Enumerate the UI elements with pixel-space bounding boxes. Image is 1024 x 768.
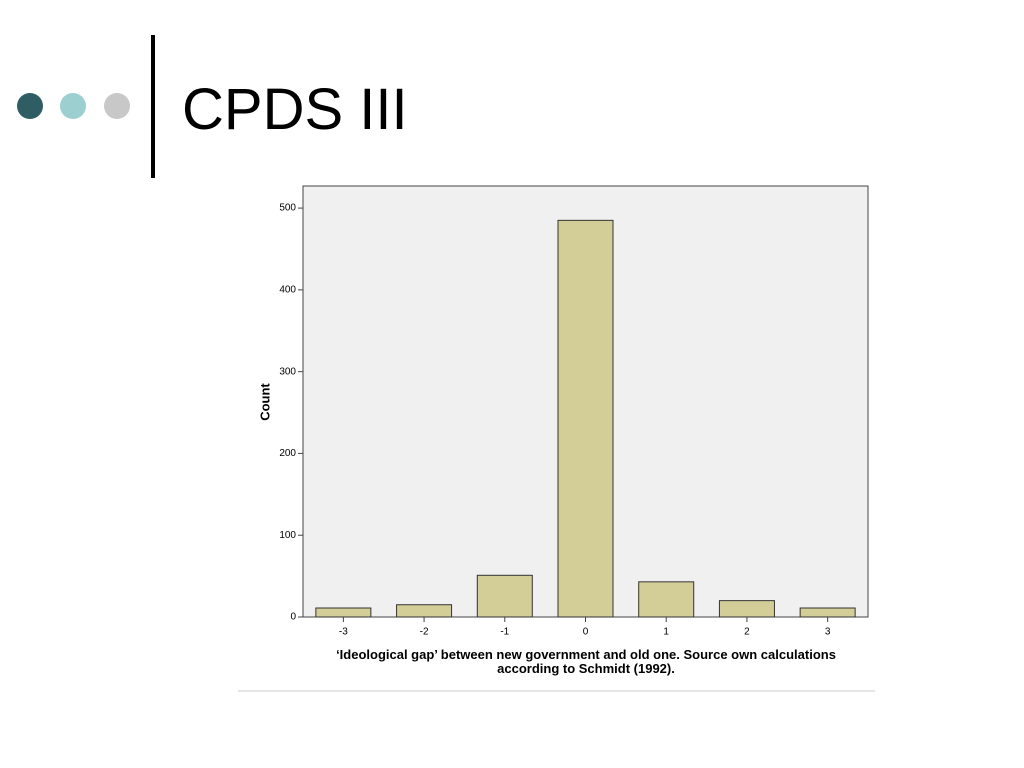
x-tick-label: -1 — [500, 627, 509, 638]
y-tick-label: 0 — [290, 612, 296, 623]
y-axis-label: Count — [257, 383, 272, 421]
y-tick-label: 400 — [279, 285, 296, 296]
bar — [799, 607, 856, 618]
x-tick-label: 2 — [744, 627, 750, 638]
y-tick-label: 200 — [279, 448, 296, 459]
y-tick-label: 100 — [279, 530, 296, 541]
x-tick-label: -2 — [420, 627, 429, 638]
bar — [557, 219, 614, 618]
bullet-dot — [104, 93, 130, 119]
x-tick-label: 0 — [583, 627, 589, 638]
x-tick-label: -3 — [339, 627, 348, 638]
y-tick-label: 300 — [279, 366, 296, 377]
bullet-dot — [60, 93, 86, 119]
bar — [396, 604, 453, 618]
y-tick-label: 500 — [279, 203, 296, 214]
x-axis-label: ‘Ideological gap’ between new government… — [336, 647, 836, 676]
bar — [315, 607, 372, 618]
x-tick-label: 3 — [825, 627, 831, 638]
bar — [638, 581, 695, 618]
x-tick-label: 1 — [663, 627, 669, 638]
bar — [476, 574, 533, 618]
slide-title: CPDS III — [182, 77, 408, 142]
bar — [718, 600, 775, 618]
bullet-dot — [17, 93, 43, 119]
